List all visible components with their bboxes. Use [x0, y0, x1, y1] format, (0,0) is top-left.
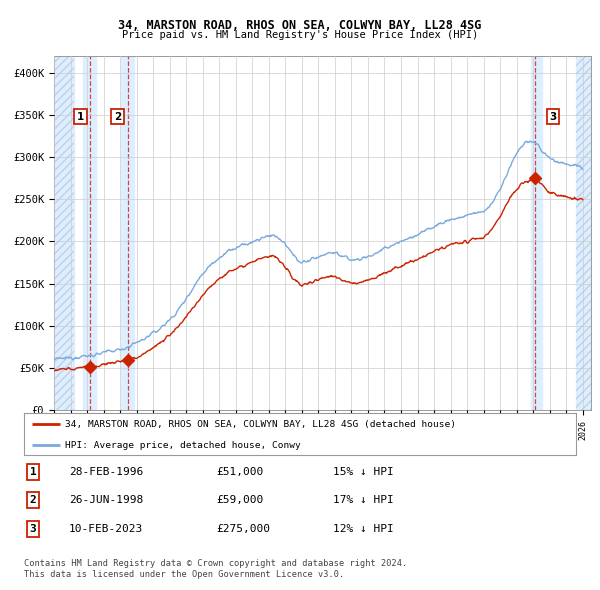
Text: 26-JUN-1998: 26-JUN-1998	[69, 496, 143, 505]
Text: 12% ↓ HPI: 12% ↓ HPI	[333, 524, 394, 533]
Text: 3: 3	[550, 112, 557, 122]
Text: 2: 2	[114, 112, 121, 122]
Text: 2: 2	[29, 496, 37, 505]
Bar	[54, 56, 74, 410]
Bar	[576, 56, 591, 410]
Bar	[54, 56, 74, 410]
Text: £59,000: £59,000	[216, 496, 263, 505]
Text: 1: 1	[29, 467, 37, 477]
Bar	[83, 56, 96, 410]
Bar	[121, 56, 134, 410]
Text: HPI: Average price, detached house, Conwy: HPI: Average price, detached house, Conw…	[65, 441, 301, 450]
Text: 34, MARSTON ROAD, RHOS ON SEA, COLWYN BAY, LL28 4SG (detached house): 34, MARSTON ROAD, RHOS ON SEA, COLWYN BA…	[65, 420, 457, 429]
Text: 17% ↓ HPI: 17% ↓ HPI	[333, 496, 394, 505]
Text: 1: 1	[77, 112, 84, 122]
Bar	[530, 56, 542, 410]
Text: 3: 3	[29, 524, 37, 533]
Text: 28-FEB-1996: 28-FEB-1996	[69, 467, 143, 477]
Text: £51,000: £51,000	[216, 467, 263, 477]
Text: Price paid vs. HM Land Registry's House Price Index (HPI): Price paid vs. HM Land Registry's House …	[122, 30, 478, 40]
Text: 15% ↓ HPI: 15% ↓ HPI	[333, 467, 394, 477]
Text: 10-FEB-2023: 10-FEB-2023	[69, 524, 143, 533]
Bar	[576, 56, 591, 410]
Text: 34, MARSTON ROAD, RHOS ON SEA, COLWYN BAY, LL28 4SG: 34, MARSTON ROAD, RHOS ON SEA, COLWYN BA…	[118, 19, 482, 32]
Text: Contains HM Land Registry data © Crown copyright and database right 2024.: Contains HM Land Registry data © Crown c…	[24, 559, 407, 568]
Text: This data is licensed under the Open Government Licence v3.0.: This data is licensed under the Open Gov…	[24, 570, 344, 579]
Text: £275,000: £275,000	[216, 524, 270, 533]
